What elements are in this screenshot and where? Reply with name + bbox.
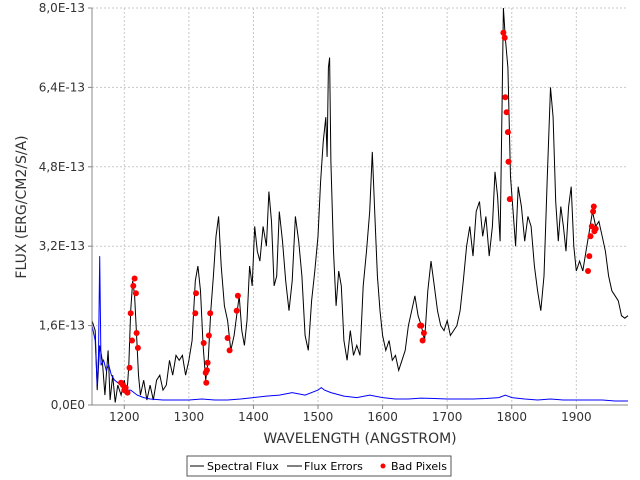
bad-pixel-point — [203, 367, 210, 374]
bad-pixel-point — [131, 275, 138, 282]
series-line-flux-errors — [91, 256, 628, 402]
bad-pixel-point — [205, 332, 212, 339]
legend-label-flux-errors: Flux Errors — [304, 460, 363, 473]
bad-pixel-point — [134, 344, 141, 351]
grid-lines — [92, 7, 628, 405]
bad-pixel-point — [127, 310, 134, 317]
bad-pixel-point — [224, 335, 231, 341]
bad-pixel-point — [502, 94, 509, 101]
y-tick-label: 6,4E-13 — [39, 80, 85, 94]
bad-pixel-point — [420, 330, 427, 336]
bad-pixel-point — [590, 208, 597, 215]
x-tick-label: 1300 — [174, 410, 205, 424]
legend: Spectral Flux Flux Errors Bad Pixels — [186, 455, 452, 477]
bad-pixel-point — [204, 359, 211, 366]
bad-pixel-point — [130, 282, 137, 289]
y-axis-title: FLUX (ERG/CM2/S/A) — [14, 135, 30, 278]
x-axis-title: WAVELENGTH (ANGSTROM) — [263, 431, 456, 447]
y-tick-label: 0,0E0 — [51, 398, 85, 412]
y-tick-label: 8,0E-13 — [39, 1, 85, 15]
x-tick-label: 1600 — [367, 410, 398, 424]
bad-pixel-point — [207, 310, 214, 317]
x-tick-label: 1700 — [432, 410, 463, 424]
x-tick-label: 1900 — [561, 410, 592, 424]
bad-pixel-point — [418, 322, 425, 329]
legend-box — [186, 455, 452, 477]
bad-pixel-point — [124, 389, 131, 396]
y-ticks: 0,0E0 1,6E-13 3,2E-13 4,8E-13 6,4E-13 8,0E-13 — [39, 1, 92, 412]
x-tick-label: 1800 — [496, 410, 527, 424]
series-line-spectral-flux — [91, 7, 629, 403]
bad-pixel-point — [234, 292, 241, 299]
series-layer — [91, 7, 629, 403]
bad-pixel-point — [126, 364, 133, 371]
bad-pixel-point — [590, 203, 597, 210]
bad-pixel-point — [192, 310, 199, 317]
plot-area — [92, 8, 628, 405]
bad-pixel-point — [133, 330, 140, 336]
bad-pixel-point — [132, 290, 139, 297]
bad-pixel-point — [129, 337, 135, 344]
bad-pixel-point — [586, 253, 593, 260]
x-tick-label: 1200 — [109, 410, 140, 424]
x-ticks: 1200 1300 1400 1500 1600 1700 1800 1900 — [109, 405, 592, 424]
bad-pixel-point — [503, 109, 510, 116]
bad-pixels-layer — [118, 29, 599, 396]
bad-pixel-point — [506, 196, 513, 203]
bad-pixel-point — [233, 307, 240, 314]
bad-pixel-point — [226, 347, 233, 354]
y-tick-label: 3,2E-13 — [39, 239, 85, 253]
bad-pixel-point — [200, 340, 207, 346]
bad-pixel-point — [585, 268, 591, 274]
x-tick-label: 1400 — [238, 410, 269, 424]
bad-pixel-point — [592, 225, 599, 232]
bad-pixel-point — [500, 29, 507, 36]
bad-pixel-point — [122, 384, 129, 391]
bad-pixel-point — [501, 34, 508, 41]
bad-pixel-point — [193, 290, 199, 297]
y-tick-label: 1,6E-13 — [39, 319, 85, 333]
bad-pixel-point — [587, 233, 594, 240]
legend-label-spectral-flux: Spectral Flux — [207, 460, 279, 473]
bad-pixel-point — [504, 129, 511, 136]
bad-pixel-point — [203, 379, 210, 386]
y-tick-label: 4,8E-13 — [39, 160, 85, 174]
bad-pixel-point — [505, 158, 512, 165]
legend-swatch-bad-pixels — [380, 463, 386, 469]
bad-pixel-point — [419, 337, 426, 344]
legend-label-bad-pixels: Bad Pixels — [391, 460, 447, 473]
x-tick-label: 1500 — [303, 410, 334, 424]
